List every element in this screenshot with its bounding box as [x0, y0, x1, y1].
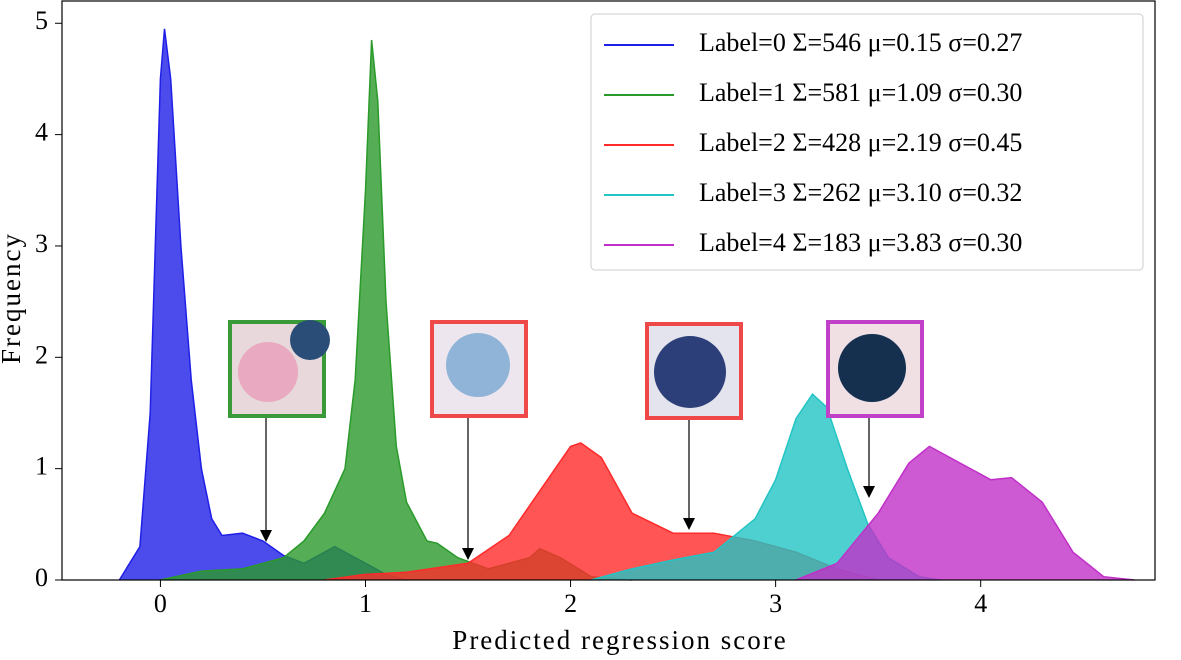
legend-label: Label=1 Σ=581 μ=1.09 σ=0.30 [699, 78, 1022, 107]
arrowhead [863, 486, 875, 498]
cell [838, 334, 906, 402]
legend: Label=0 Σ=546 μ=0.15 σ=0.27 Label=1 Σ=581… [590, 13, 1144, 271]
x-tick-label: 0 [154, 589, 167, 618]
plot-area [118, 28, 1135, 581]
inset-images [228, 320, 924, 420]
arrowhead [683, 518, 695, 530]
x-tick-label: 4 [974, 589, 987, 618]
legend-label: Label=3 Σ=262 μ=3.10 σ=0.32 [699, 178, 1022, 207]
legend-label: Label=0 Σ=546 μ=0.15 σ=0.27 [699, 28, 1022, 57]
area-line [795, 445, 1135, 581]
legend-label: Label=4 Σ=183 μ=3.83 σ=0.30 [699, 228, 1022, 257]
arrowheads [260, 486, 875, 560]
y-axis-label: Frequency [0, 232, 26, 364]
arrowhead [260, 530, 272, 542]
x-axis-label: Predicted regression score [452, 625, 787, 655]
x-tick-label: 2 [564, 589, 577, 618]
y-tick-label: 3 [35, 229, 48, 258]
x-tick-label: 3 [769, 589, 782, 618]
y-tick-label: 5 [35, 6, 48, 35]
arrows [265, 418, 870, 552]
area-fill [119, 28, 407, 581]
x-tick-label: 1 [359, 589, 372, 618]
y-tick-label: 1 [35, 452, 48, 481]
y-tick-label: 0 [35, 563, 48, 592]
cell [238, 342, 298, 402]
cell [654, 336, 726, 408]
cell [446, 333, 510, 397]
legend-box [590, 13, 1144, 271]
area-fill [160, 40, 633, 580]
y-tick-label: 2 [35, 340, 48, 369]
arrowhead [462, 548, 474, 560]
area-fill [796, 446, 1135, 580]
y-tick-label: 4 [35, 118, 48, 147]
cell [290, 320, 330, 360]
axes-frame [61, 0, 1156, 581]
area-fill [591, 394, 940, 580]
legend-label: Label=2 Σ=428 μ=2.19 σ=0.45 [699, 128, 1022, 157]
